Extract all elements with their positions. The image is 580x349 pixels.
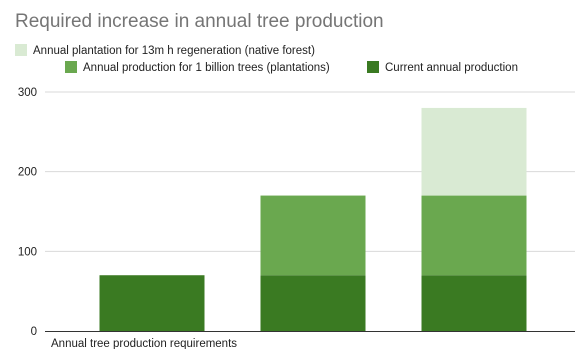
y-tick-label: 100 bbox=[18, 246, 37, 258]
bar-2-series-1 bbox=[260, 275, 366, 331]
bar-3-series-2 bbox=[421, 195, 527, 276]
legend-swatch bbox=[367, 61, 379, 73]
y-tick-label: 0 bbox=[31, 326, 37, 338]
bar-1-series-1 bbox=[99, 275, 205, 331]
x-axis-label: Annual tree production requirements bbox=[51, 338, 237, 349]
legend-swatch bbox=[65, 61, 77, 73]
y-tick-label: 300 bbox=[18, 87, 37, 99]
y-axis-ticks: 0 100 200 300 bbox=[18, 87, 37, 338]
chart-title: Required increase in annual tree product… bbox=[15, 11, 384, 32]
legend-swatch bbox=[15, 44, 27, 56]
bar-3-series-1 bbox=[421, 275, 527, 331]
bars bbox=[99, 107, 527, 331]
bar-3-series-3 bbox=[421, 107, 527, 196]
legend-label: Annual plantation for 13m h regeneration… bbox=[33, 45, 315, 57]
legend-label: Annual production for 1 billion trees (p… bbox=[83, 62, 330, 74]
legend: Annual plantation for 13m h regeneration… bbox=[15, 44, 518, 74]
y-tick-label: 200 bbox=[18, 167, 37, 179]
bar-2-series-2 bbox=[260, 195, 366, 276]
legend-label: Current annual production bbox=[385, 62, 518, 74]
